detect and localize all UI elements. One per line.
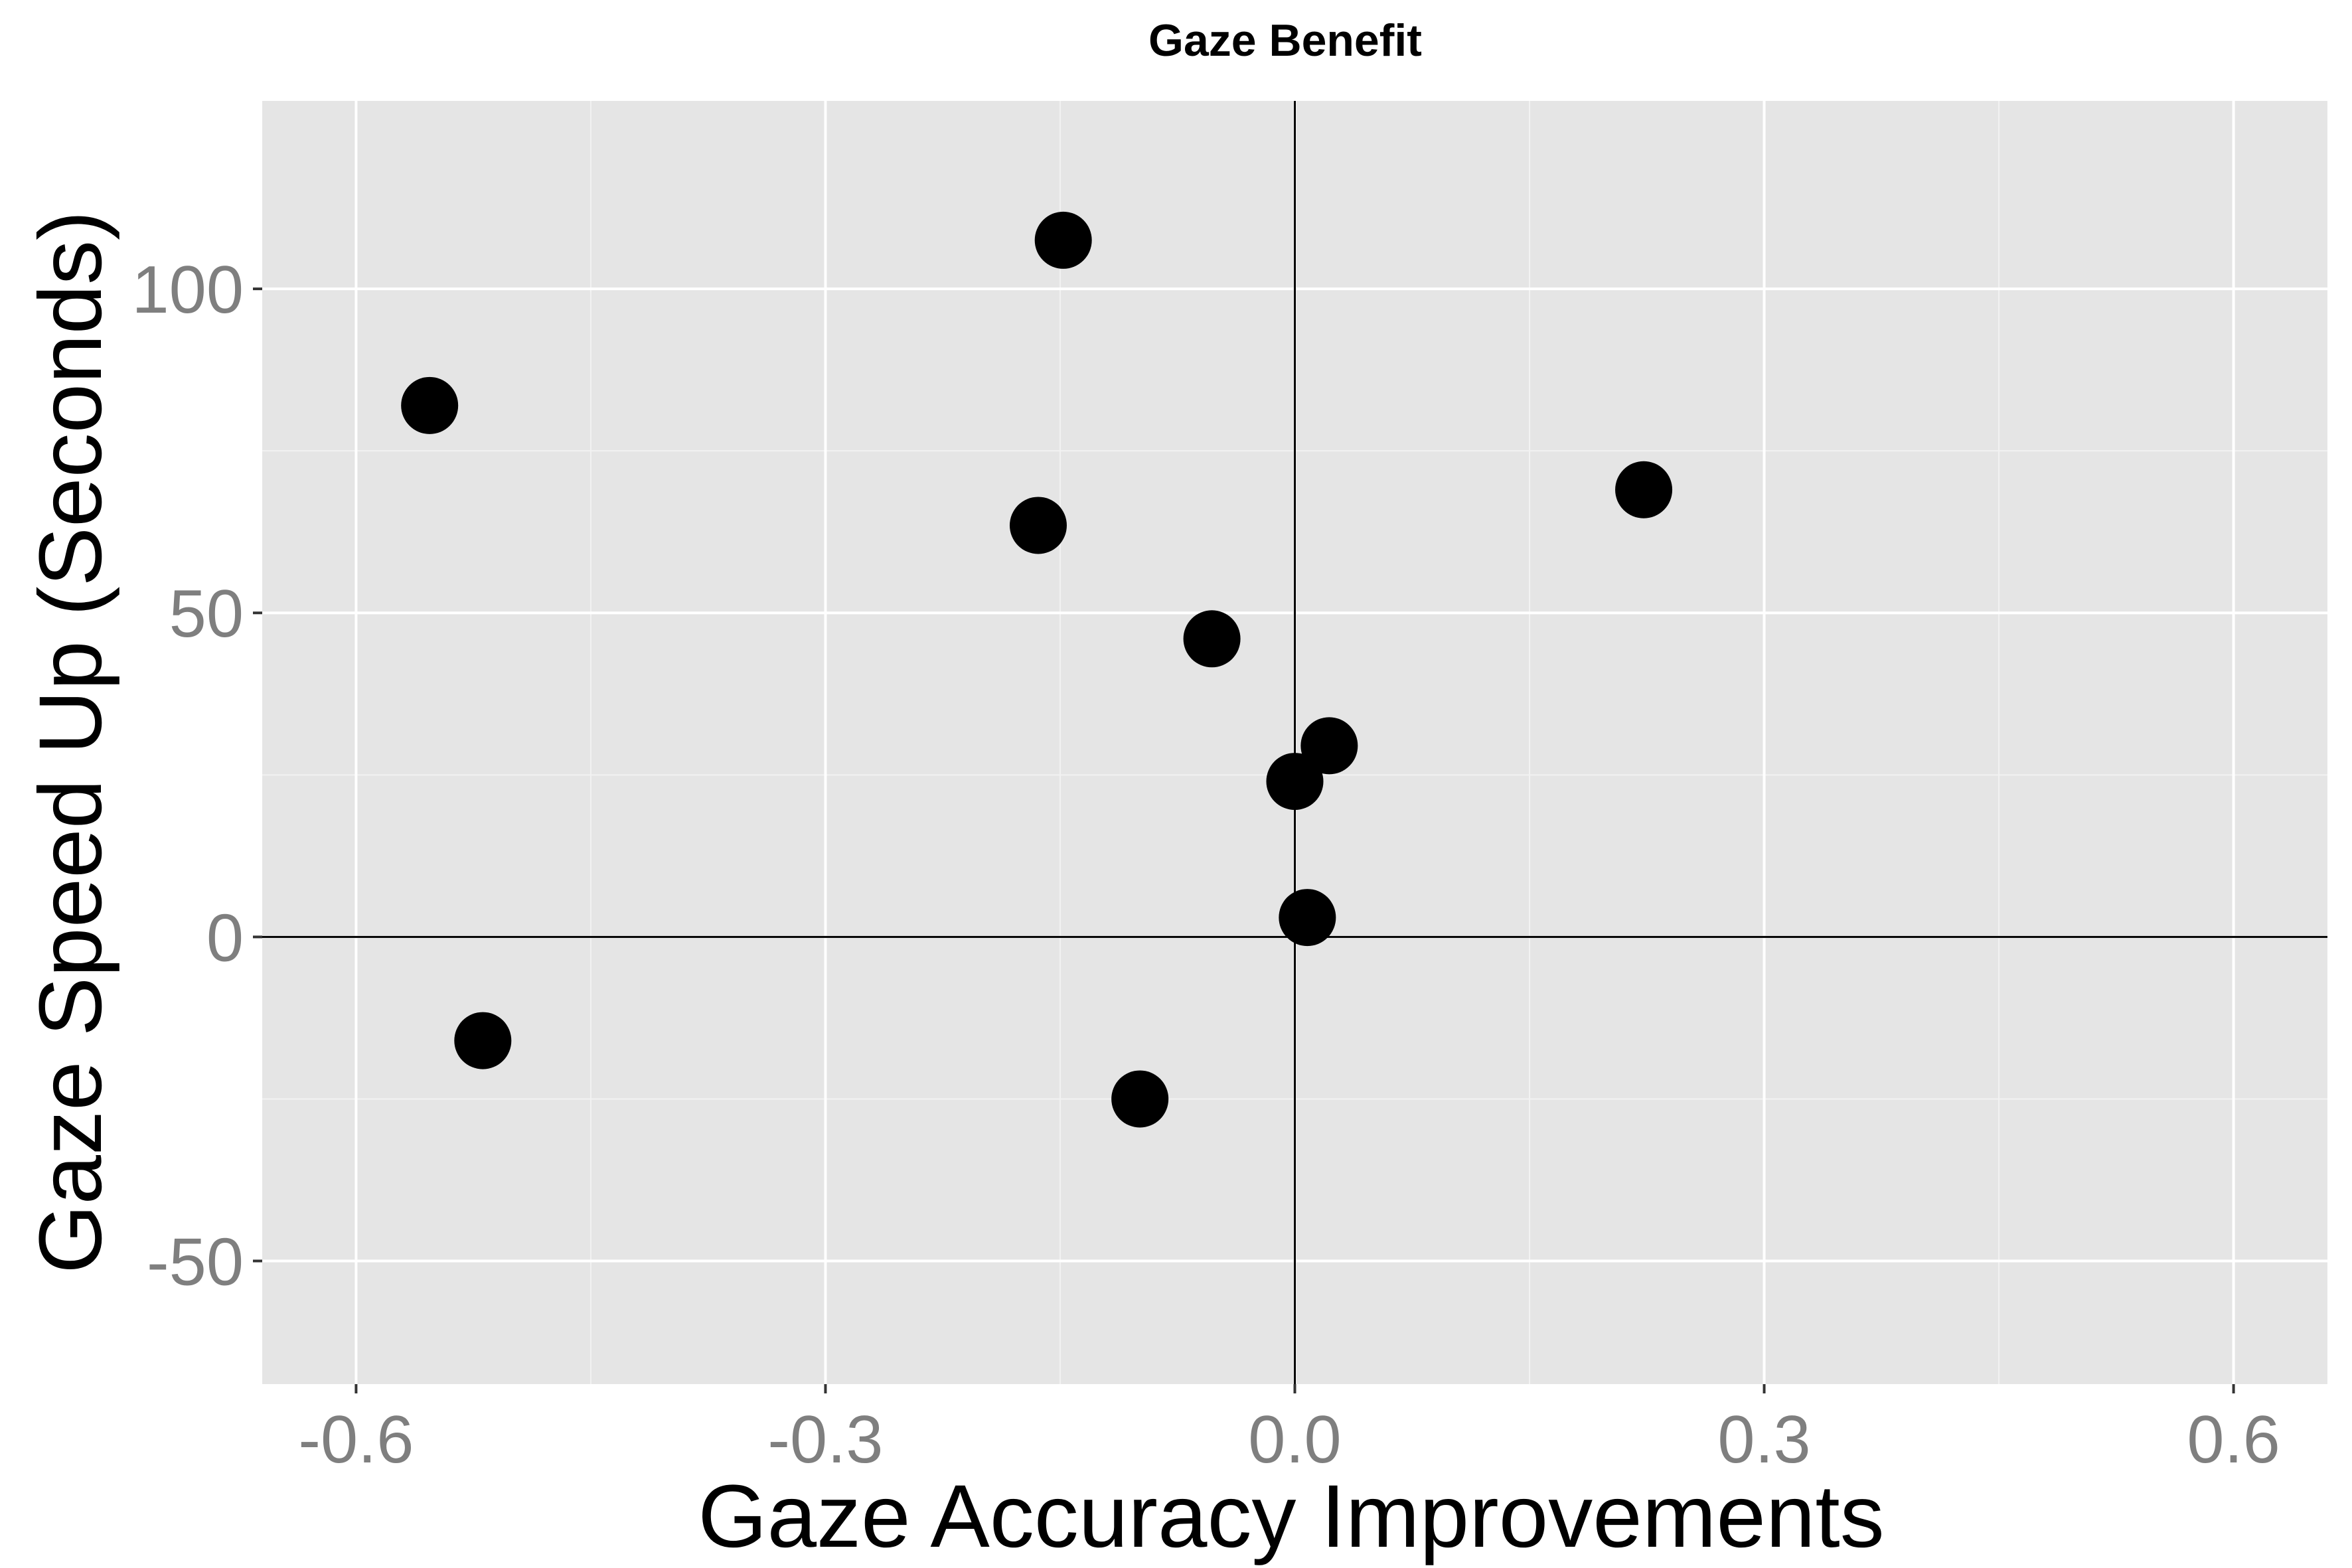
- data-point: [1111, 1070, 1169, 1128]
- data-point: [1266, 753, 1324, 811]
- data-point: [454, 1012, 512, 1069]
- y-tick-label: 0: [206, 901, 244, 975]
- y-tick-label: 100: [131, 253, 244, 327]
- x-axis-title: Gaze Accuracy Improvements: [698, 1467, 1884, 1566]
- data-point: [1300, 717, 1358, 775]
- y-axis-title: Gaze Speed Up (Seconds): [21, 210, 120, 1273]
- data-point: [401, 376, 459, 434]
- data-point: [1279, 889, 1336, 947]
- x-tick-label: 0.0: [1248, 1403, 1341, 1477]
- x-tick-label: -0.3: [767, 1403, 883, 1477]
- x-tick-label: 0.6: [2187, 1403, 2280, 1477]
- y-tick-label: -50: [147, 1225, 244, 1300]
- x-axis-ticks: -0.6 -0.3 0.0 0.3 0.6: [298, 1384, 2280, 1477]
- x-tick-label: 0.3: [1717, 1403, 1810, 1477]
- data-points: [401, 211, 1673, 1128]
- data-point: [1183, 610, 1241, 668]
- data-point: [1034, 211, 1092, 269]
- data-point: [1615, 461, 1673, 518]
- x-tick-label: -0.6: [298, 1403, 414, 1477]
- y-tick-label: 50: [169, 577, 244, 651]
- data-point: [1009, 497, 1067, 554]
- y-axis-ticks: -50 0 50 100: [131, 253, 262, 1300]
- chart-title: Gaze Benefit: [1148, 15, 1422, 66]
